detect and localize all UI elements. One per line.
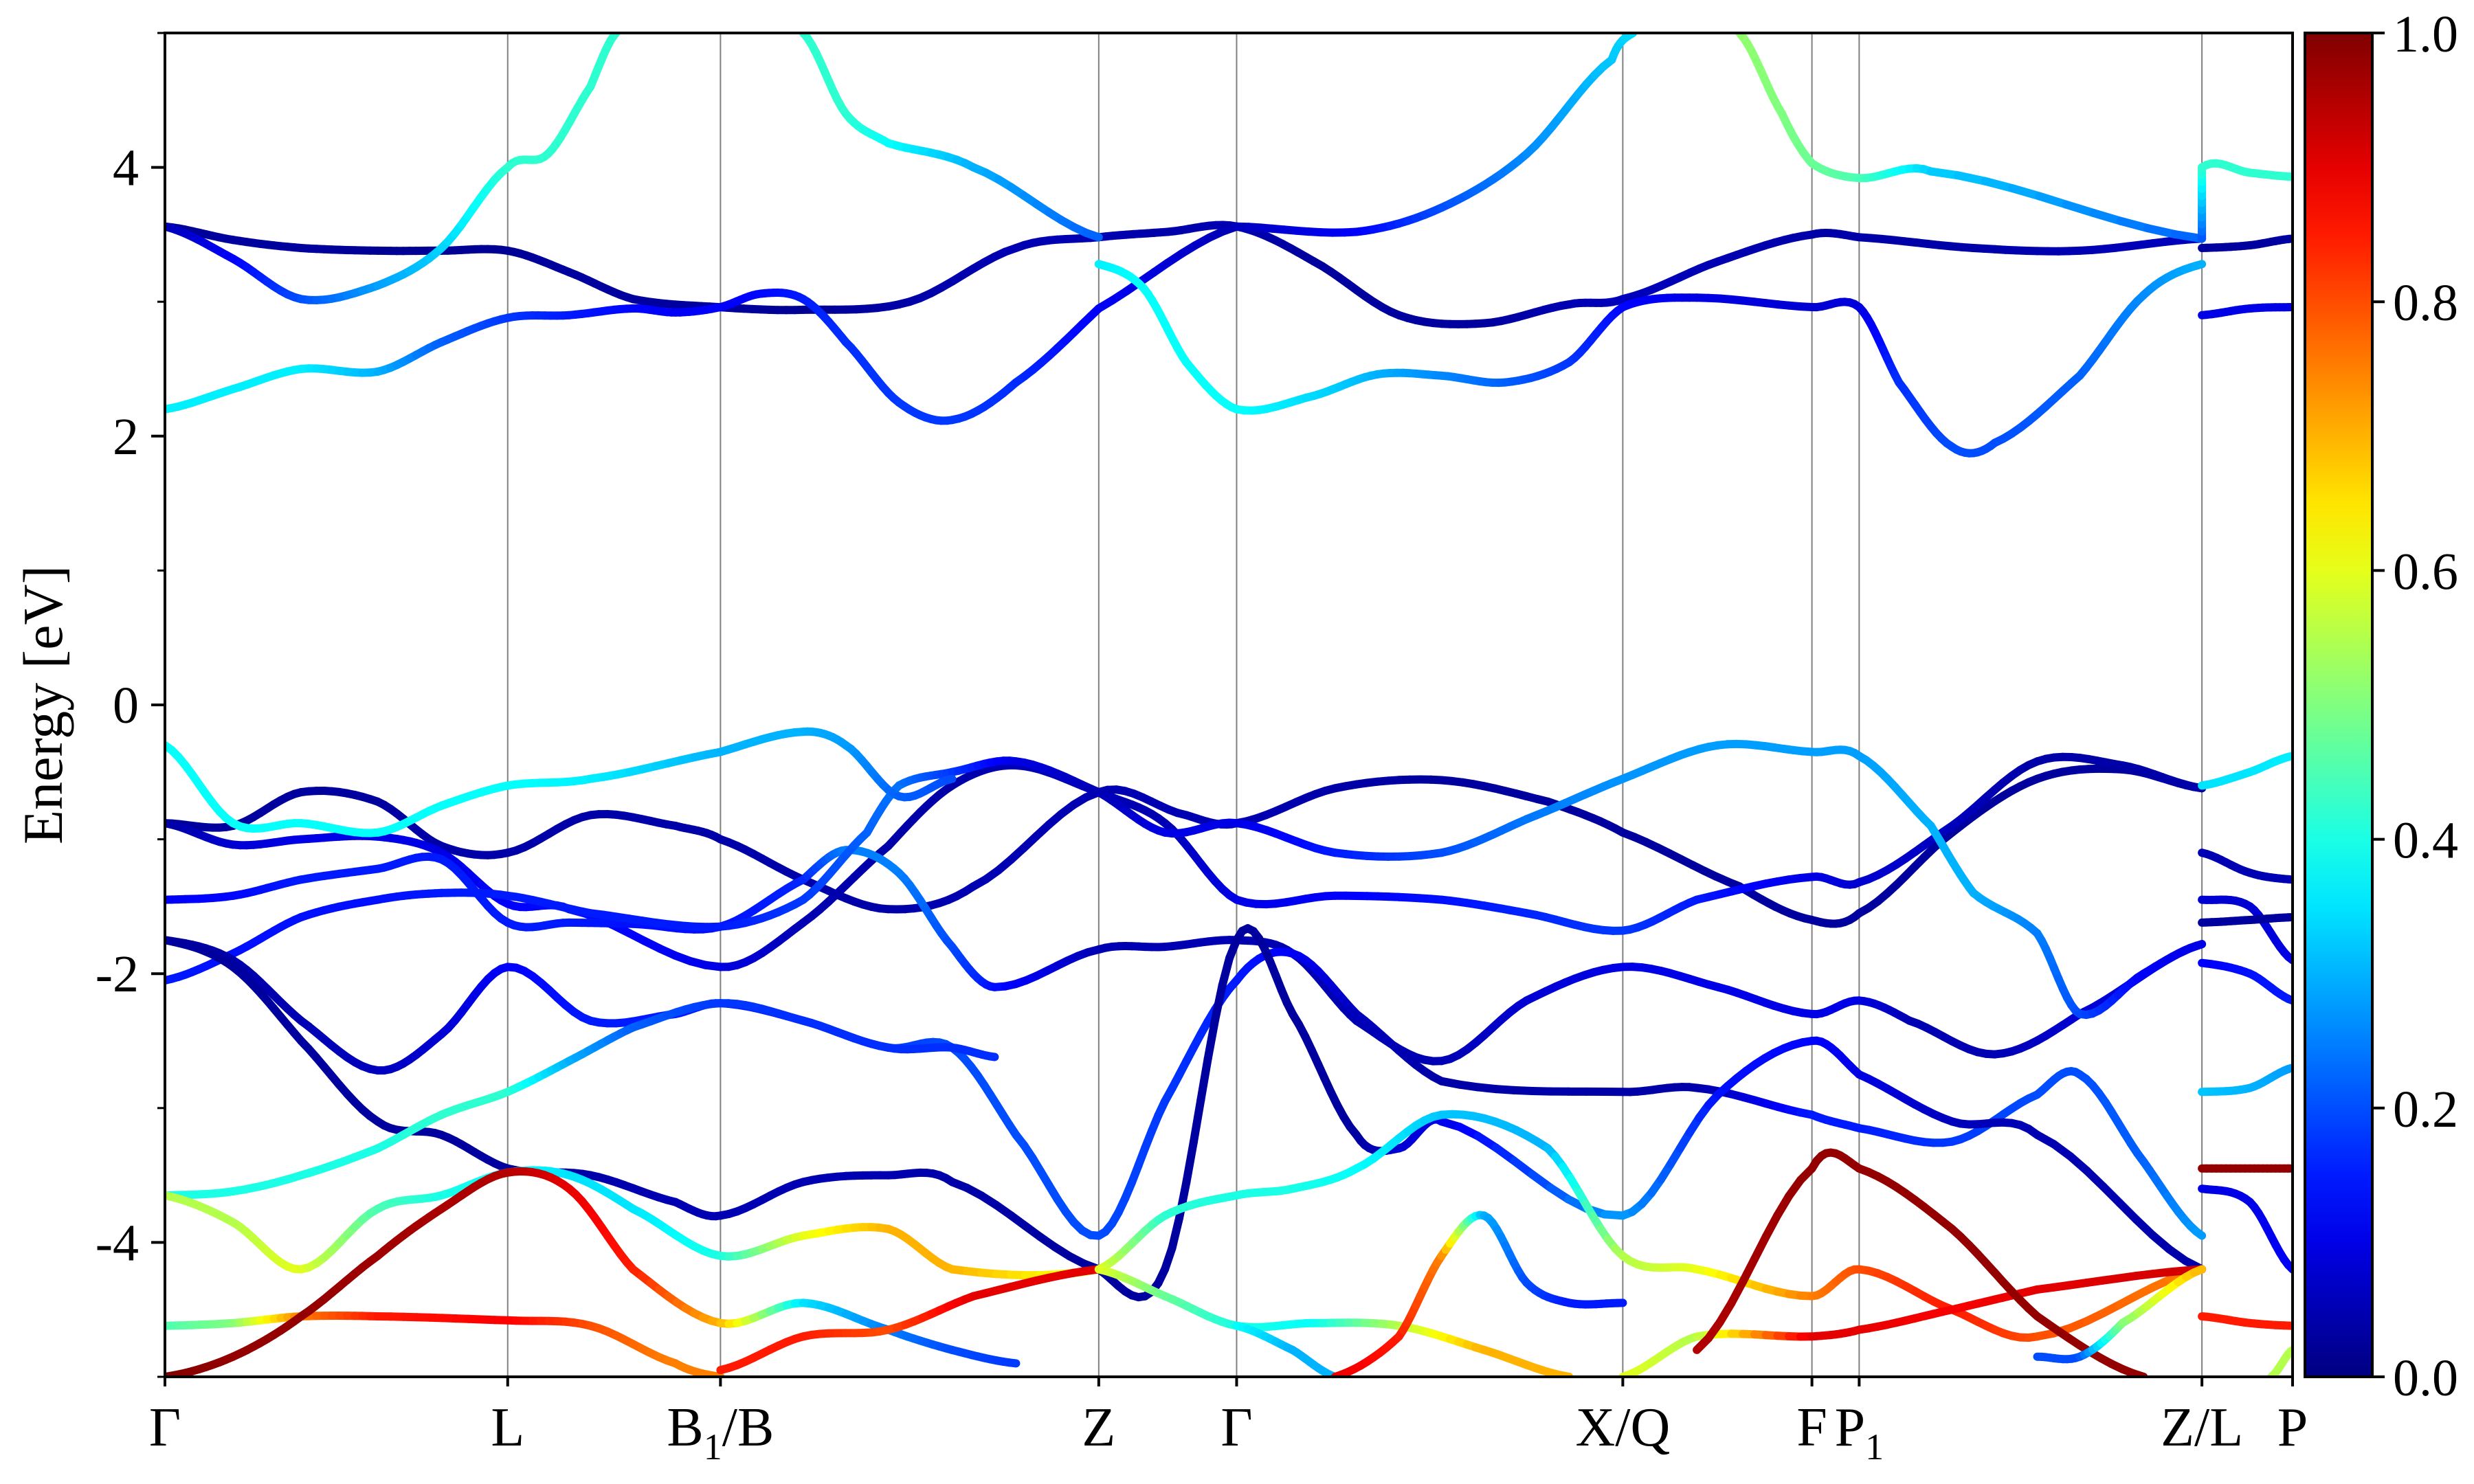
y-tick-label: 2 xyxy=(113,408,139,466)
band-line xyxy=(2198,159,2293,243)
band-line xyxy=(716,1265,1103,1375)
colorbar-tick-label: 0.4 xyxy=(2393,812,2458,870)
band-segment xyxy=(2062,200,2098,217)
kpoint-label: F xyxy=(1796,1397,1827,1458)
band-line xyxy=(2198,848,2293,884)
band-line xyxy=(1232,33,1638,237)
kpoint-letter: Z/L xyxy=(2161,1397,2243,1458)
kpoint-label: X/Q xyxy=(1575,1397,1670,1458)
band-segment xyxy=(942,774,957,785)
band-lines xyxy=(165,33,2293,1377)
band-segment xyxy=(2035,192,2071,209)
band-segment xyxy=(1168,1214,1183,1252)
kpoint-letter: Γ xyxy=(1221,1397,1252,1458)
band-segment xyxy=(1182,1138,1198,1187)
band-segment xyxy=(1926,167,1963,180)
band-line xyxy=(165,1312,725,1377)
kpoint-label: P1 xyxy=(1835,1397,1884,1468)
y-tick-label: 4 xyxy=(113,139,139,197)
band-line xyxy=(2198,1184,2293,1274)
kpoint-letter: F xyxy=(1796,1397,1827,1458)
band-line xyxy=(2198,752,2293,790)
kpoint-label: Γ xyxy=(1221,1397,1252,1458)
band-line xyxy=(2198,1312,2293,1330)
band-segment xyxy=(1954,171,1990,186)
band-line xyxy=(165,924,2207,1302)
band-line xyxy=(165,33,621,304)
band-segment xyxy=(2008,184,2044,201)
y-tick-label: -2 xyxy=(96,945,139,1003)
band-segment xyxy=(1750,1233,1770,1263)
band-line xyxy=(2198,1064,2293,1097)
band-segment xyxy=(2089,209,2125,225)
band-segment xyxy=(1203,1015,1220,1063)
band-line xyxy=(799,33,1103,242)
band-segment xyxy=(2189,1265,2207,1277)
kpoint-letter: B xyxy=(667,1397,703,1458)
colorbar-tick-label: 0.6 xyxy=(2393,543,2458,600)
band-segment xyxy=(2192,260,2207,270)
kpoint-letter: X/Q xyxy=(1575,1397,1670,1458)
band-segment xyxy=(2192,1227,2207,1240)
kpoint-suffix: /B xyxy=(722,1397,774,1458)
band-line xyxy=(1094,1265,1574,1377)
kpoint-label: Z xyxy=(1082,1397,1115,1458)
kpoint-letter: L xyxy=(491,1397,524,1458)
high-symmetry-lines xyxy=(506,33,2203,1377)
band-line xyxy=(2033,1265,2207,1364)
band-line xyxy=(2198,303,2293,319)
colorbar-tick-label: 0.0 xyxy=(2393,1349,2458,1407)
band-segment xyxy=(1189,1096,1205,1147)
colorbar: 0.0 0.2 0.4 0.6 0.8 1.0 xyxy=(2304,5,2458,1407)
band-segment xyxy=(1082,229,1103,242)
kpoint-label: L xyxy=(491,1397,524,1458)
band-segment xyxy=(1739,1255,1759,1286)
kpoint-letter: P xyxy=(2277,1397,2308,1458)
colorbar-tick-label: 1.0 xyxy=(2393,5,2458,63)
kpoint-letter: Γ xyxy=(149,1397,181,1458)
band-line xyxy=(2198,958,2293,1005)
kpoint-subscript: 1 xyxy=(704,1426,722,1468)
y-tick-label: -4 xyxy=(96,1214,139,1272)
band-segment xyxy=(1005,1358,1021,1368)
band-line xyxy=(1232,1321,1339,1377)
band-line xyxy=(165,1167,1021,1377)
colorbar-tick-label: 0.2 xyxy=(2393,1081,2458,1138)
kpoint-subscript: 1 xyxy=(1865,1426,1884,1468)
band-segment xyxy=(1211,981,1227,1024)
band-line xyxy=(2267,1345,2293,1377)
kpoint-label: Γ xyxy=(149,1397,181,1458)
colorbar-gradient xyxy=(2304,32,2374,1378)
band-line xyxy=(165,221,2207,328)
x-axis: Γ L B1/B Z Γ X/Q F P1 Z/L P xyxy=(149,1377,2308,1468)
band-segment xyxy=(2116,216,2152,233)
kpoint-letter: P xyxy=(1835,1397,1866,1458)
band-line xyxy=(1094,260,2207,458)
band-segment xyxy=(1196,1054,1212,1105)
kpoint-label: P xyxy=(2277,1397,2308,1458)
kpoint-letter: Z xyxy=(1082,1397,1115,1458)
band-segment xyxy=(2170,230,2207,243)
band-segment xyxy=(1218,954,1234,990)
band-line xyxy=(165,727,957,837)
band-segment xyxy=(1981,177,2016,192)
band-line xyxy=(1330,1211,1627,1377)
band-line xyxy=(1693,1148,2148,1377)
band-line xyxy=(2198,913,2293,927)
colorbar-tick-label: 0.8 xyxy=(2393,274,2458,332)
band-line xyxy=(165,999,999,1200)
band-segment xyxy=(2192,940,2207,950)
y-axis: -4 -2 0 2 4 xyxy=(96,32,165,1378)
kpoint-label: B1/B xyxy=(667,1397,774,1468)
y-axis-label: Energy [eV] xyxy=(12,565,74,844)
band-segment xyxy=(2143,224,2179,238)
band-line xyxy=(2198,234,2293,252)
band-line xyxy=(2198,895,2293,965)
kpoint-label: Z/L xyxy=(2161,1397,2243,1458)
y-tick-label: 0 xyxy=(113,677,139,734)
band-line xyxy=(165,222,1241,425)
band-line xyxy=(1735,33,2207,243)
